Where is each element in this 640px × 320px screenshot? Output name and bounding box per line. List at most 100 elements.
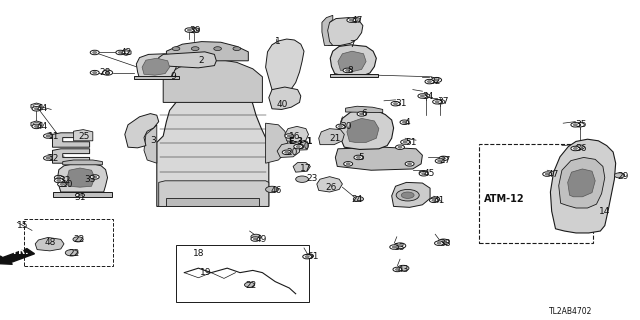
- Circle shape: [118, 52, 122, 53]
- Circle shape: [102, 70, 113, 75]
- Polygon shape: [289, 139, 307, 150]
- Circle shape: [33, 105, 40, 108]
- Text: 20: 20: [287, 148, 298, 157]
- Circle shape: [436, 100, 445, 104]
- Circle shape: [403, 121, 406, 123]
- Circle shape: [93, 72, 97, 74]
- Text: 32: 32: [59, 176, 70, 185]
- Circle shape: [401, 192, 414, 198]
- Polygon shape: [159, 181, 269, 206]
- Text: 46: 46: [271, 186, 282, 195]
- Polygon shape: [338, 51, 366, 72]
- Circle shape: [73, 237, 83, 242]
- Circle shape: [244, 282, 255, 287]
- Polygon shape: [347, 118, 379, 142]
- Circle shape: [428, 81, 431, 83]
- Text: 50: 50: [298, 142, 310, 151]
- Circle shape: [349, 19, 353, 21]
- Text: 1: 1: [275, 37, 281, 46]
- Text: 12: 12: [48, 154, 60, 163]
- Polygon shape: [163, 59, 262, 102]
- Text: 19: 19: [200, 268, 211, 277]
- Circle shape: [353, 19, 358, 21]
- Bar: [479, 144, 593, 243]
- Circle shape: [296, 146, 300, 148]
- Circle shape: [573, 148, 577, 149]
- Circle shape: [360, 113, 364, 115]
- Circle shape: [403, 141, 407, 143]
- Text: 3: 3: [150, 136, 156, 145]
- Circle shape: [432, 199, 436, 201]
- Circle shape: [394, 103, 397, 105]
- Text: 37: 37: [437, 97, 449, 106]
- Text: 44: 44: [36, 104, 48, 113]
- Polygon shape: [285, 126, 308, 142]
- Text: 2: 2: [198, 56, 204, 65]
- Text: 18: 18: [193, 249, 205, 258]
- Text: 7: 7: [349, 40, 355, 49]
- Circle shape: [420, 95, 424, 97]
- Circle shape: [35, 125, 38, 127]
- Circle shape: [435, 241, 444, 245]
- Text: 27: 27: [440, 156, 451, 165]
- FancyArrow shape: [0, 249, 35, 264]
- Text: 48: 48: [45, 238, 56, 247]
- Polygon shape: [31, 121, 42, 127]
- Circle shape: [76, 193, 84, 197]
- Bar: [24, 219, 113, 266]
- Polygon shape: [293, 163, 310, 172]
- Circle shape: [32, 124, 41, 129]
- Circle shape: [396, 189, 419, 201]
- Circle shape: [124, 51, 129, 54]
- Circle shape: [571, 146, 580, 151]
- Text: 39: 39: [189, 26, 201, 35]
- Text: 6: 6: [362, 109, 367, 118]
- Circle shape: [545, 173, 549, 175]
- Polygon shape: [568, 169, 595, 197]
- Circle shape: [543, 172, 552, 176]
- Text: ATM-12: ATM-12: [484, 194, 524, 204]
- Polygon shape: [134, 76, 179, 79]
- Circle shape: [93, 176, 97, 178]
- Circle shape: [347, 18, 356, 22]
- Circle shape: [397, 244, 403, 247]
- Circle shape: [357, 112, 366, 116]
- Circle shape: [573, 124, 577, 126]
- Polygon shape: [74, 130, 93, 141]
- Text: 15: 15: [17, 221, 29, 230]
- Circle shape: [214, 47, 221, 51]
- Polygon shape: [142, 58, 170, 75]
- Text: 35: 35: [575, 120, 587, 129]
- Text: 22: 22: [68, 249, 80, 258]
- Circle shape: [439, 156, 448, 161]
- Polygon shape: [166, 198, 259, 206]
- Text: 29: 29: [618, 172, 629, 181]
- Text: 51: 51: [405, 138, 417, 147]
- Circle shape: [421, 94, 430, 98]
- Text: 26: 26: [326, 183, 337, 192]
- Polygon shape: [52, 133, 90, 147]
- Text: E-3-1: E-3-1: [288, 137, 312, 146]
- Circle shape: [282, 150, 291, 155]
- Text: 16: 16: [289, 132, 301, 140]
- Polygon shape: [346, 106, 383, 113]
- Text: 40: 40: [276, 100, 288, 109]
- Text: 17: 17: [300, 164, 311, 173]
- Circle shape: [57, 180, 61, 181]
- Circle shape: [393, 267, 402, 272]
- Polygon shape: [350, 17, 360, 23]
- Text: 41: 41: [434, 196, 445, 205]
- Text: 10: 10: [62, 180, 74, 189]
- Circle shape: [93, 52, 97, 53]
- Text: 49: 49: [255, 235, 267, 244]
- Circle shape: [60, 183, 64, 185]
- Circle shape: [251, 234, 261, 239]
- Polygon shape: [559, 157, 605, 208]
- Text: 47: 47: [547, 170, 559, 179]
- Circle shape: [105, 71, 110, 74]
- Polygon shape: [317, 177, 342, 192]
- Circle shape: [251, 237, 260, 241]
- Polygon shape: [63, 160, 102, 165]
- Circle shape: [437, 242, 441, 244]
- Text: 25: 25: [78, 132, 90, 141]
